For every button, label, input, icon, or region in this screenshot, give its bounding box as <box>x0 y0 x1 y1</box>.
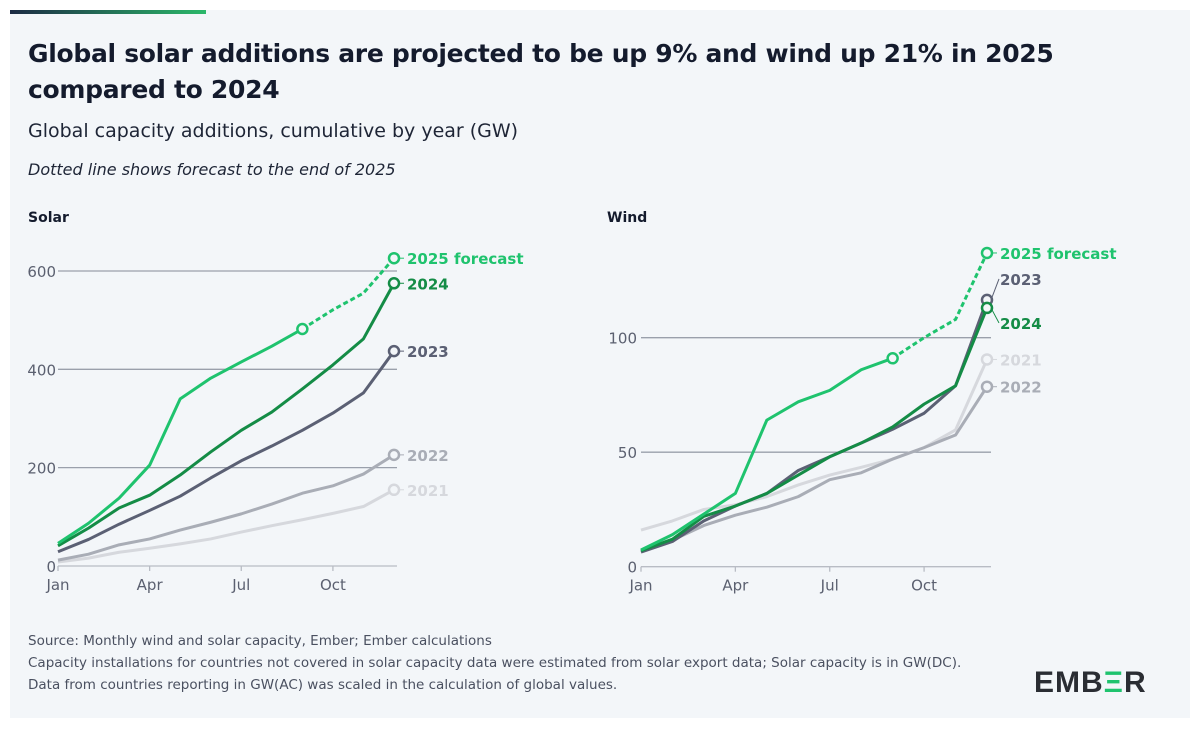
footer: Source: Monthly wind and solar capacity,… <box>28 630 988 696</box>
y-tick-label: 200 <box>27 460 56 478</box>
end-marker-2025-forecast <box>980 246 994 260</box>
series-label-2021: 2021 <box>407 482 449 500</box>
series-label-2024: 2024 <box>1000 315 1042 333</box>
chart-card <box>10 10 1190 718</box>
x-tick-label: Apr <box>722 577 749 595</box>
series-label-2021: 2021 <box>1000 351 1042 369</box>
wind-chart: 0 50 100 Jan Apr Jul Oct 2021 2022 2023 2024 2025 f… <box>608 245 1116 595</box>
chart-subtitle: Global capacity additions, cumulative by… <box>28 120 519 142</box>
series-label-2024: 2024 <box>407 275 449 293</box>
x-tick-label: Jan <box>628 577 652 595</box>
chart-title: Global solar additions are projected to … <box>28 39 1054 104</box>
series-label-2025-forecast: 2025 forecast <box>407 250 523 268</box>
y-tick-label: 100 <box>608 330 637 348</box>
label-leader <box>990 278 1000 301</box>
series-label-2022: 2022 <box>1000 379 1042 397</box>
chart-note: Dotted line shows forecast to the end of… <box>28 160 396 179</box>
charts: 0 200 400 600 Jan Apr Jul Oct 2021 2022 2023 2024 20… <box>27 245 1116 595</box>
x-tick-label: Jul <box>820 577 839 595</box>
x-tick-label: Jan <box>45 576 69 594</box>
wind-panel-title: Wind <box>607 210 648 226</box>
series-line-2024 <box>57 282 396 548</box>
series-line-2021 <box>57 488 395 564</box>
end-marker-2023 <box>387 344 401 358</box>
y-tick-label: 0 <box>627 559 637 577</box>
series-label-2025-forecast: 2025 forecast <box>1000 245 1116 263</box>
end-marker-2021 <box>980 353 994 366</box>
x-tick-label: Jul <box>231 576 250 594</box>
solar-chart: 0 200 400 600 Jan Apr Jul Oct 2021 2022 2023 2024 20… <box>27 250 523 594</box>
series-label-2022: 2022 <box>407 447 449 465</box>
series-line-2023 <box>640 299 989 554</box>
end-marker-2024 <box>980 301 994 315</box>
accent-bar <box>10 10 206 14</box>
ember-logo: EMBΞR <box>1034 666 1147 699</box>
series-label-2023: 2023 <box>407 343 449 361</box>
y-tick-label: 600 <box>27 263 56 281</box>
x-tick-label: Oct <box>320 576 346 594</box>
y-tick-label: 0 <box>46 558 56 576</box>
series-line-2022 <box>640 385 989 554</box>
series-line-2025-forecast <box>57 327 304 545</box>
end-marker-2024 <box>387 277 401 290</box>
series-line-2022 <box>57 453 395 562</box>
series-line-2024 <box>640 307 989 553</box>
label-leader <box>990 307 1000 324</box>
series-label-2023: 2023 <box>1000 271 1042 289</box>
end-marker-2021 <box>387 483 401 497</box>
series-line-2025-forecast <box>640 356 894 552</box>
x-tick-label: Oct <box>911 577 937 595</box>
series-line-2023 <box>57 350 396 554</box>
end-marker-2022 <box>980 380 994 393</box>
end-marker-2025-forecast <box>387 251 401 265</box>
end-marker-2022 <box>387 448 401 462</box>
footnote-text: Capacity installations for countries not… <box>28 655 962 693</box>
source-text: Source: Monthly wind and solar capacity,… <box>28 633 492 649</box>
y-tick-label: 400 <box>27 361 56 379</box>
x-tick-label: Apr <box>137 576 164 594</box>
y-tick-label: 50 <box>618 444 637 462</box>
forecast-line-2025-forecast <box>301 257 396 331</box>
forecast-line-2025-forecast <box>891 252 989 360</box>
solar-panel-title: Solar <box>28 210 69 226</box>
